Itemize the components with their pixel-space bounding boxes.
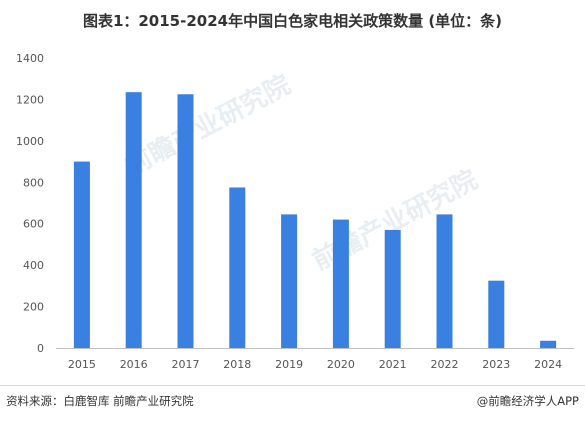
y-tick-label: 400 xyxy=(23,259,44,272)
bar-2015 xyxy=(73,161,90,348)
x-tick-label: 2024 xyxy=(534,358,562,371)
x-axis-ticks: 2015 2016 2017 2018 2019 2020 2021 2022 2023 2024 xyxy=(68,358,562,371)
chart-title: 图表1：2015-2024年中国白色家电相关政策数量 (单位：条) xyxy=(82,12,503,30)
y-tick-label: 1400 xyxy=(16,52,44,65)
source-note: 资料来源：白鹿智库 前瞻产业研究院 xyxy=(6,394,194,408)
x-tick-label: 2016 xyxy=(120,358,148,371)
x-tick-label: 2023 xyxy=(482,358,510,371)
y-tick-label: 600 xyxy=(23,218,44,231)
bar-2020 xyxy=(332,219,349,348)
x-tick-label: 2015 xyxy=(68,358,96,371)
footer-divider xyxy=(0,385,585,386)
bar-2022 xyxy=(436,214,453,348)
bar-2023 xyxy=(488,280,505,348)
y-tick-label: 800 xyxy=(23,176,44,189)
y-tick-label: 1200 xyxy=(16,93,44,106)
y-tick-label: 1000 xyxy=(16,135,44,148)
y-tick-label: 200 xyxy=(23,301,44,314)
x-tick-label: 2018 xyxy=(223,358,251,371)
x-tick-label: 2020 xyxy=(327,358,355,371)
x-tick-label: 2017 xyxy=(172,358,200,371)
y-tick-label: 0 xyxy=(37,342,44,355)
bar-2021 xyxy=(384,229,401,348)
bar-series xyxy=(73,92,557,348)
x-tick-label: 2021 xyxy=(379,358,407,371)
brand-credit: @前瞻经济学人APP xyxy=(476,394,579,408)
x-tick-label: 2019 xyxy=(275,358,303,371)
bar-2019 xyxy=(281,214,298,348)
x-tick-label: 2022 xyxy=(431,358,459,371)
y-axis-ticks: 0 200 400 600 800 1000 1200 1400 xyxy=(16,52,44,355)
bar-2018 xyxy=(229,187,246,348)
bar-2017 xyxy=(177,94,194,348)
bar-2016 xyxy=(125,92,142,348)
bar-2024 xyxy=(540,340,557,348)
